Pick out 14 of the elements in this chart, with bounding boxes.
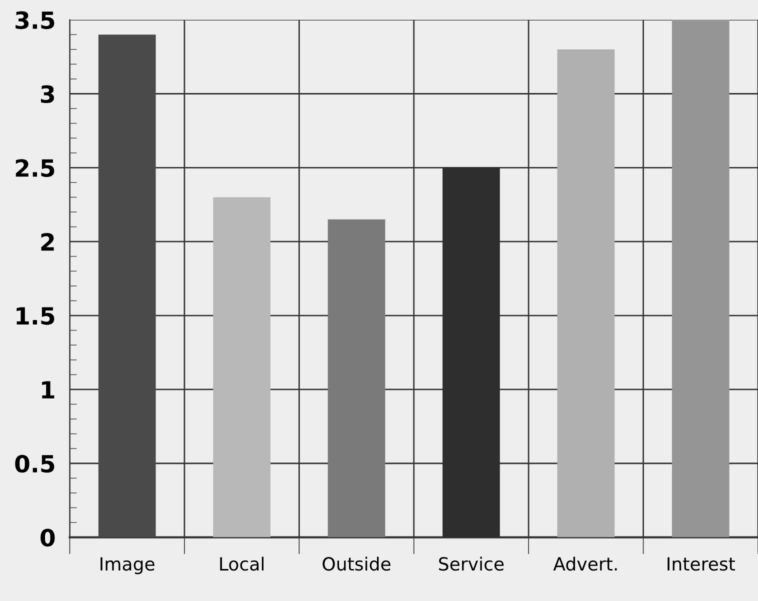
y-tick-label: 0.5 (15, 454, 54, 473)
x-tick-label: Outside (322, 556, 390, 571)
y-tick-label: 2.5 (16, 159, 54, 177)
y-tick-label: 0 (40, 528, 55, 547)
y-tick-label: 1.5 (16, 307, 54, 325)
y-tick-label: 2 (41, 233, 54, 251)
y-tick-label: 3.5 (16, 11, 54, 30)
y-tick-label: 1 (42, 381, 54, 398)
x-tick-label: Service (439, 556, 504, 571)
x-tick-label: Interest (668, 557, 735, 571)
x-tick-label: Local (220, 556, 264, 571)
y-tick-label: 3 (41, 85, 54, 104)
x-tick-label: Advert. (553, 556, 617, 571)
x-tick-label: Image (100, 557, 154, 574)
